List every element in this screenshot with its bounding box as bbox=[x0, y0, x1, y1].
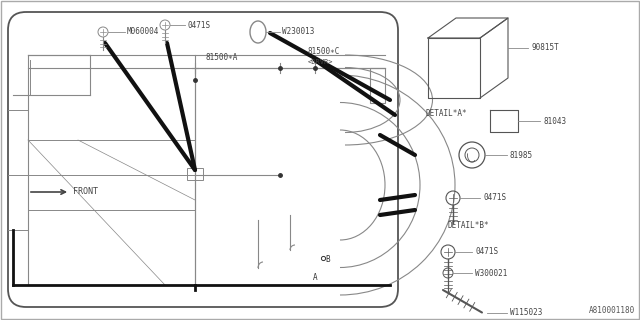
Text: FRONT: FRONT bbox=[73, 188, 98, 196]
Text: M060004: M060004 bbox=[127, 28, 159, 36]
Text: 0471S: 0471S bbox=[187, 20, 210, 29]
Text: A: A bbox=[313, 274, 317, 283]
Text: 81043: 81043 bbox=[543, 116, 566, 125]
Text: W300021: W300021 bbox=[475, 268, 508, 277]
Text: DETAIL*B*: DETAIL*B* bbox=[448, 220, 490, 229]
Text: 81500∗C: 81500∗C bbox=[308, 47, 340, 57]
Text: 90815T: 90815T bbox=[531, 44, 559, 52]
Text: W230013: W230013 bbox=[282, 28, 314, 36]
Text: 81500∗A: 81500∗A bbox=[205, 53, 237, 62]
Text: B: B bbox=[326, 255, 330, 265]
Text: DETAIL*A*: DETAIL*A* bbox=[426, 108, 468, 117]
Text: 81985: 81985 bbox=[510, 150, 533, 159]
Text: 0471S: 0471S bbox=[475, 247, 498, 257]
Text: W115023: W115023 bbox=[510, 308, 542, 317]
Text: <DRVR>: <DRVR> bbox=[308, 59, 333, 65]
Bar bbox=[370, 68, 385, 103]
Text: 0471S: 0471S bbox=[483, 194, 506, 203]
Text: A810001180: A810001180 bbox=[589, 306, 635, 315]
Bar bbox=[187, 168, 203, 180]
